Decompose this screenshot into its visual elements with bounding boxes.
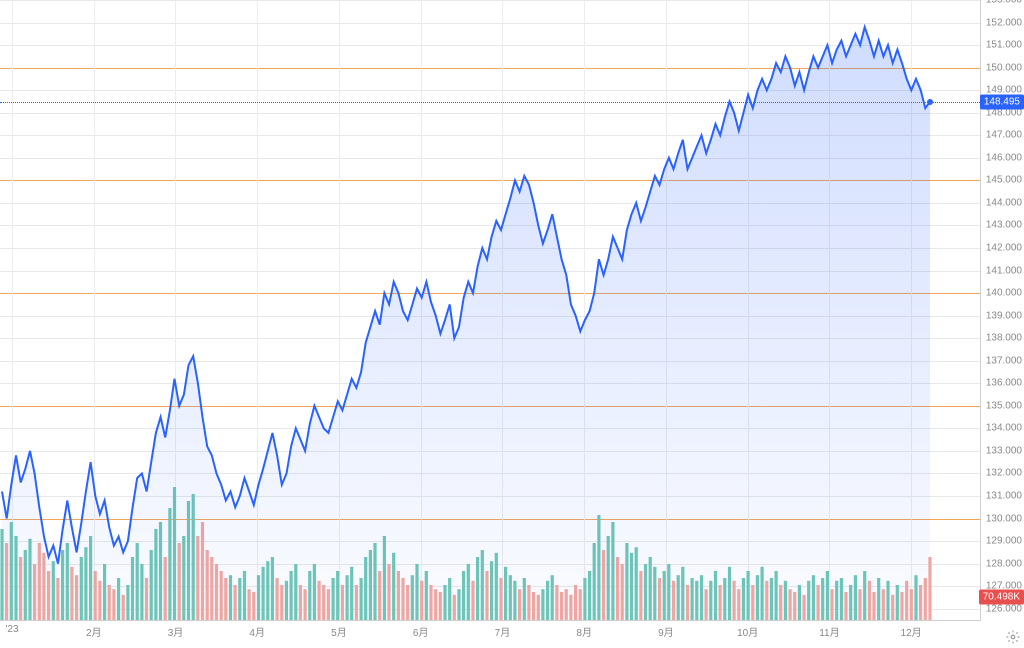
current-price-line <box>0 102 980 103</box>
y-tick-label: 142.000 <box>986 243 1022 254</box>
x-axis: '23 2月 3月 4月 5月 6月 7月 8月 9月 10月 11月 12月 <box>0 620 980 648</box>
y-tick-label: 143.000 <box>986 220 1022 231</box>
y-tick-label: 150.000 <box>986 62 1022 73</box>
x-tick-label: 3月 <box>168 624 184 639</box>
x-tick-label: 6月 <box>413 624 429 639</box>
y-tick-label: 140.000 <box>986 288 1022 299</box>
current-price-value: 148.495 <box>984 96 1020 107</box>
price-chart[interactable]: 126.000127.000128.000129.000130.000131.0… <box>0 0 1024 648</box>
y-tick-label: 131.000 <box>986 491 1022 502</box>
x-tick-label: 9月 <box>658 624 674 639</box>
y-tick-label: 151.000 <box>986 40 1022 51</box>
y-tick-label: 129.000 <box>986 536 1022 547</box>
x-tick-label: 4月 <box>249 624 265 639</box>
y-tick-label: 139.000 <box>986 310 1022 321</box>
y-tick-label: 144.000 <box>986 197 1022 208</box>
x-tick-label: 10月 <box>737 624 758 639</box>
y-tick-label: 136.000 <box>986 378 1022 389</box>
current-price-badge: 148.495 <box>980 94 1024 109</box>
y-tick-label: 138.000 <box>986 333 1022 344</box>
y-tick-label: 152.000 <box>986 17 1022 28</box>
price-line <box>0 0 980 620</box>
y-tick-label: 145.000 <box>986 175 1022 186</box>
y-tick-label: 135.000 <box>986 400 1022 411</box>
y-tick-label: 141.000 <box>986 265 1022 276</box>
x-tick-label: 7月 <box>495 624 511 639</box>
x-tick-label: 8月 <box>576 624 592 639</box>
y-tick-label: 153.000 <box>986 0 1022 6</box>
last-price-dot <box>927 99 933 105</box>
gear-icon[interactable] <box>1006 630 1020 644</box>
plot-area[interactable] <box>0 0 981 621</box>
x-tick-label: 5月 <box>331 624 347 639</box>
y-tick-label: 130.000 <box>986 513 1022 524</box>
y-tick-label: 134.000 <box>986 423 1022 434</box>
y-tick-label: 128.000 <box>986 558 1022 569</box>
x-tick-label: '23 <box>5 624 18 635</box>
y-tick-label: 137.000 <box>986 355 1022 366</box>
volume-badge: 70.498K <box>979 590 1024 605</box>
y-axis: 126.000127.000128.000129.000130.000131.0… <box>980 0 1024 620</box>
y-tick-label: 147.000 <box>986 130 1022 141</box>
x-tick-label: 2月 <box>86 624 102 639</box>
volume-value: 70.498K <box>983 592 1020 603</box>
y-tick-label: 133.000 <box>986 445 1022 456</box>
x-tick-label: 11月 <box>819 624 839 639</box>
y-tick-label: 132.000 <box>986 468 1022 479</box>
x-tick-label: 12月 <box>901 624 922 639</box>
y-tick-label: 126.000 <box>986 603 1022 614</box>
y-tick-label: 146.000 <box>986 152 1022 163</box>
